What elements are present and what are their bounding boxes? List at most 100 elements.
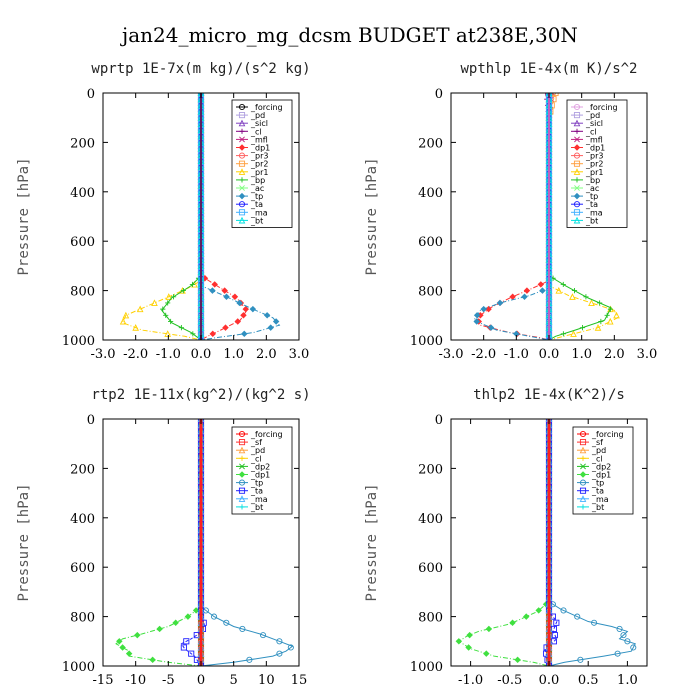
x-tick-label: 5 <box>230 673 238 688</box>
legend-label: _tp <box>585 192 598 201</box>
legend-label: _ta <box>250 200 263 209</box>
series-point <box>588 299 595 306</box>
series-group <box>119 93 281 340</box>
series-point <box>241 330 248 338</box>
series-point <box>591 619 598 626</box>
x-tick-label: -1.0 <box>458 673 483 688</box>
y-tick-label: 1000 <box>62 660 95 675</box>
series-point <box>125 650 133 657</box>
series-point <box>165 293 173 300</box>
legend-label: _dp2 <box>591 462 611 471</box>
series-group <box>455 419 637 666</box>
series-point <box>172 619 179 627</box>
legend-label: _pr1 <box>250 168 268 177</box>
y-tick-label: 600 <box>70 561 95 576</box>
x-tick-label: -2.0 <box>123 347 148 362</box>
x-tick-label: 0.0 <box>191 347 212 362</box>
series-point <box>222 324 229 331</box>
series-point <box>249 305 257 313</box>
panel-title: thlp2 1E-4x(K^2)/s <box>473 387 625 403</box>
x-tick-label: 2.0 <box>256 347 277 362</box>
series-point <box>555 286 563 294</box>
legend-label: _pr3 <box>250 152 268 161</box>
legend-label: _pd <box>250 111 265 120</box>
series-point <box>119 317 127 325</box>
legend-marker <box>238 479 246 486</box>
legend-marker <box>573 144 581 151</box>
series-point <box>234 318 241 325</box>
series-point <box>455 638 463 645</box>
series-point <box>119 644 126 651</box>
series-point <box>509 619 516 627</box>
series-point <box>473 312 481 319</box>
legend-marker <box>238 495 246 502</box>
legend-label: _ma <box>250 208 268 217</box>
legend-marker <box>573 112 581 119</box>
y-tick-label: 400 <box>418 186 443 201</box>
legend-marker <box>579 430 587 438</box>
series-group <box>115 419 294 666</box>
x-tick-label: -10 <box>125 673 146 688</box>
legend-label: _pd <box>250 446 265 455</box>
figure-title: jan24_micro_mg_dcsm BUDGET at238E,30N <box>120 23 578 47</box>
y-tick-label: 400 <box>70 512 95 527</box>
series-point <box>550 625 557 632</box>
x-tick-label: 0.0 <box>539 347 560 362</box>
series-point <box>116 638 123 645</box>
x-tick-label: -15 <box>93 673 114 688</box>
legend-label: _pr2 <box>585 160 603 169</box>
legend-label: _sicl <box>250 119 268 128</box>
legend-label: _ac <box>585 184 599 193</box>
series-point <box>209 330 216 338</box>
series-point <box>163 312 169 318</box>
series-line <box>548 93 619 340</box>
legend: _forcing_sf_pd_cl_dp2_dp1_tp_ta_ma_bt <box>572 426 634 515</box>
x-tick-label: 0.0 <box>539 673 560 688</box>
y-tick-label: 600 <box>418 561 443 576</box>
panel-title: wpthlp 1E-4x(m K)/s^2 <box>460 61 637 77</box>
series-point <box>539 287 546 294</box>
series-line <box>115 419 202 666</box>
x-tick-label: -0.5 <box>497 673 522 688</box>
y-tick-label: 200 <box>70 462 95 477</box>
series-point <box>543 93 549 96</box>
y-tick-label: 0 <box>435 413 443 428</box>
legend-marker <box>573 160 581 167</box>
legend: _forcing_pd_sicl_cl_mfl_dp1_pr3_pr2_pr1_… <box>231 99 293 228</box>
legend-marker <box>579 495 587 502</box>
y-tick-label: 800 <box>70 611 95 626</box>
y-tick-label: 200 <box>418 462 443 477</box>
series-point <box>553 619 560 626</box>
legend-label: _pr3 <box>585 152 603 161</box>
legend-marker <box>580 504 586 510</box>
series-point <box>276 650 283 657</box>
series-point <box>560 607 567 614</box>
x-tick-label: 10 <box>258 673 275 688</box>
legend-marker <box>574 136 580 143</box>
x-tick-label: 0.5 <box>578 673 599 688</box>
series-point <box>180 644 187 651</box>
legend-label: _ma <box>591 495 609 504</box>
legend-label: _dp1 <box>585 144 605 153</box>
panel-title: rtp2 1E-11x(kg^2)/(kg^2 s) <box>91 387 310 403</box>
y-axis-label: Pressure [hPa] <box>16 157 32 275</box>
panel-4: thlp2 1E-4x(K^2)/s Pressure [hPa] -1.0 -0.5… <box>364 387 648 688</box>
x-tick-label: 1.0 <box>617 673 638 688</box>
legend-marker <box>238 446 246 454</box>
series-point <box>571 288 578 294</box>
series-point <box>514 656 521 664</box>
legend-label: _tp <box>250 192 263 201</box>
legend-marker <box>238 152 246 159</box>
series-point <box>242 305 249 313</box>
series-point <box>189 281 196 288</box>
legend-label: _dp2 <box>250 462 270 471</box>
legend-label: _cl <box>585 127 597 136</box>
series-point <box>221 287 228 294</box>
series-line <box>544 419 558 666</box>
y-tick-label: 1000 <box>410 660 443 675</box>
series-point <box>287 644 294 651</box>
y-axis-label: Pressure [hPa] <box>364 483 380 601</box>
series-point <box>231 293 239 301</box>
series-point <box>579 325 586 331</box>
